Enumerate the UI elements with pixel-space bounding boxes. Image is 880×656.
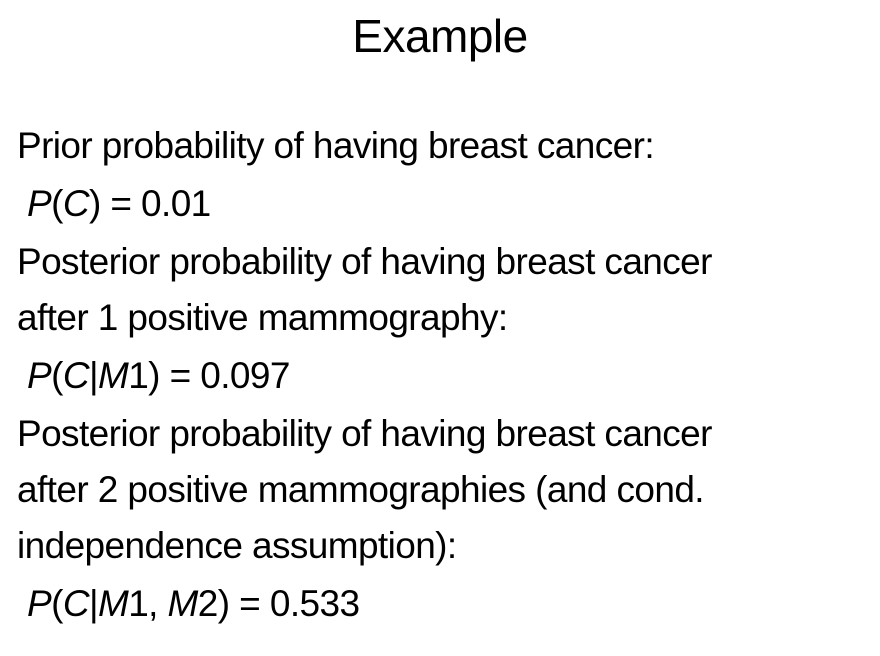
formula-value: 2) = 0.533 bbox=[197, 583, 360, 624]
formula-p: P bbox=[27, 355, 52, 396]
formula-bar: | bbox=[88, 355, 99, 396]
formula-open-paren: ( bbox=[51, 355, 63, 396]
posterior1-formula: P(C|M1) = 0.097 bbox=[17, 346, 867, 406]
formula-value: 1) = 0.097 bbox=[128, 355, 290, 396]
posterior2-label-line1: Posterior probability of having breast c… bbox=[17, 413, 712, 454]
formula-p: P bbox=[27, 183, 52, 224]
formula-bar: | bbox=[88, 583, 99, 624]
formula-value: ) = 0.01 bbox=[88, 183, 211, 224]
posterior2-label-line3: independence assumption): bbox=[17, 525, 457, 566]
posterior2-label-line2: after 2 positive mammographies (and cond… bbox=[17, 469, 705, 510]
posterior2-formula: P(C|M1, M2) = 0.533 bbox=[17, 574, 867, 634]
formula-open-paren: ( bbox=[51, 183, 63, 224]
posterior1-label-line2: after 1 positive mammography: bbox=[17, 297, 508, 338]
prior-formula: P(C) = 0.01 bbox=[17, 174, 867, 234]
formula-c: C bbox=[62, 355, 90, 396]
formula-open-paren: ( bbox=[51, 583, 63, 624]
formula-c: C bbox=[62, 183, 90, 224]
formula-separator: 1, bbox=[128, 583, 168, 624]
posterior1-label-line1: Posterior probability of having breast c… bbox=[17, 241, 712, 282]
formula-m1: M bbox=[97, 583, 129, 624]
formula-p: P bbox=[27, 583, 52, 624]
slide-body: Prior probability of having breast cance… bbox=[17, 118, 867, 634]
formula-c: C bbox=[62, 583, 90, 624]
prior-label: Prior probability of having breast cance… bbox=[17, 125, 655, 166]
formula-m2: M bbox=[167, 583, 199, 624]
slide-title: Example bbox=[352, 10, 528, 62]
formula-m: M bbox=[97, 355, 129, 396]
